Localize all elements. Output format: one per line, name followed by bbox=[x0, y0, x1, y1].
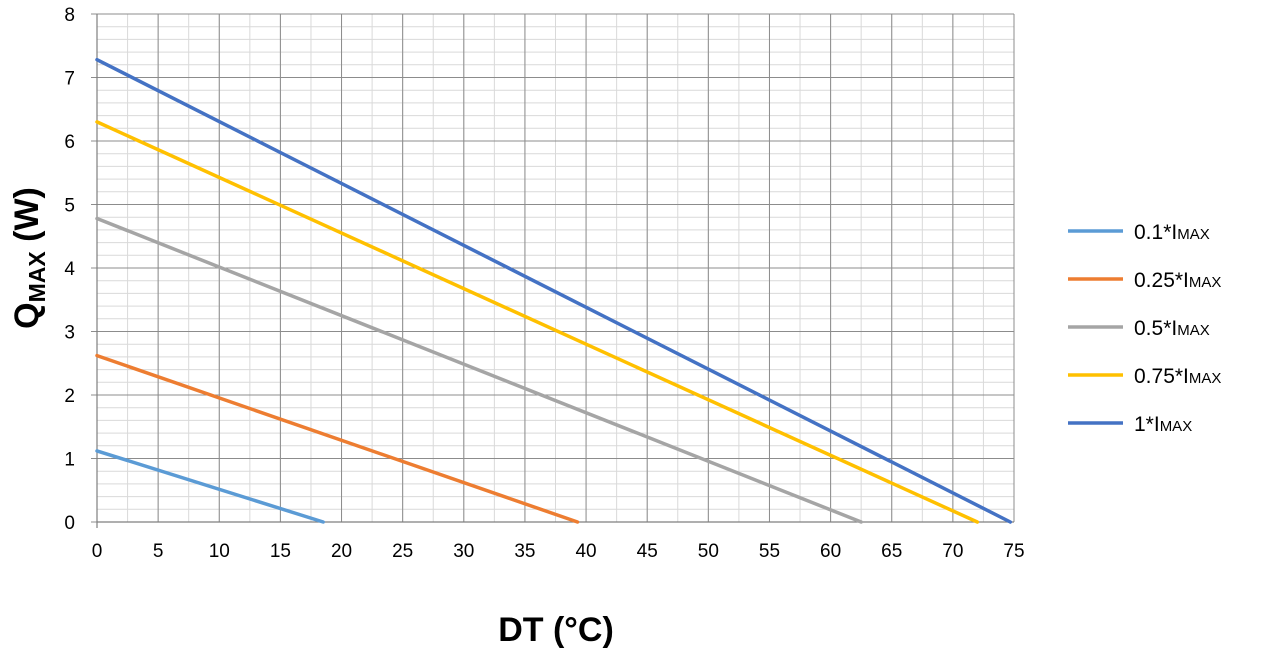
legend-item: 0.25*IMAX bbox=[1068, 269, 1221, 292]
series-line bbox=[95, 353, 580, 524]
legend-item: 1*IMAX bbox=[1068, 413, 1192, 436]
x-tick-label: 15 bbox=[270, 541, 291, 562]
y-axis-title-suffix: (W) bbox=[8, 187, 46, 251]
series-line bbox=[95, 120, 980, 524]
x-tick-label: 75 bbox=[1003, 541, 1024, 562]
y-tick-label: 7 bbox=[64, 69, 75, 90]
x-tick-labels: 0 5 10 15 20 25 30 35 40 45 50 55 60 65 70 75 bbox=[92, 541, 1025, 562]
y-axis-title-main: Q bbox=[8, 302, 46, 328]
x-tick-label: 20 bbox=[331, 541, 352, 562]
legend-label: 0.1*IMAX bbox=[1134, 221, 1210, 244]
x-tick-label: 70 bbox=[942, 541, 963, 562]
legend-item: 0.1*IMAX bbox=[1068, 221, 1210, 244]
y-tick-label: 8 bbox=[64, 5, 75, 26]
x-axis-title: DT (°C) bbox=[498, 611, 614, 649]
x-tick-label: 40 bbox=[575, 541, 596, 562]
x-tick-label: 30 bbox=[453, 541, 474, 562]
y-tick-label: 4 bbox=[64, 259, 75, 280]
y-tick-label: 0 bbox=[64, 513, 75, 534]
x-tick-label: 0 bbox=[92, 541, 103, 562]
legend-item: 0.75*IMAX bbox=[1068, 365, 1221, 388]
y-tick-labels: 0 1 2 3 4 5 6 7 8 bbox=[64, 5, 75, 534]
legend-label: 1*IMAX bbox=[1134, 413, 1192, 436]
x-tick-label: 5 bbox=[153, 541, 164, 562]
x-tick-label: 35 bbox=[514, 541, 535, 562]
y-tick-label: 5 bbox=[64, 196, 75, 217]
x-tick-label: 55 bbox=[759, 541, 780, 562]
y-axis-title: QMAX (W) bbox=[8, 187, 50, 329]
y-tick-label: 6 bbox=[64, 132, 75, 153]
y-tick-label: 2 bbox=[64, 386, 75, 407]
y-tick-label: 1 bbox=[64, 450, 75, 471]
y-tick-label: 3 bbox=[64, 323, 75, 344]
x-tick-label: 65 bbox=[881, 541, 902, 562]
x-tick-label: 25 bbox=[392, 541, 413, 562]
legend-label: 0.25*IMAX bbox=[1134, 269, 1221, 292]
series-lines bbox=[95, 57, 1013, 524]
series-line bbox=[95, 449, 325, 524]
series-line bbox=[95, 57, 1013, 524]
x-tick-label: 50 bbox=[698, 541, 719, 562]
legend-item: 0.5*IMAX bbox=[1068, 317, 1210, 340]
x-tick-label: 60 bbox=[820, 541, 841, 562]
legend-label: 0.5*IMAX bbox=[1134, 317, 1210, 340]
x-tick-label: 45 bbox=[637, 541, 658, 562]
legend-label: 0.75*IMAX bbox=[1134, 365, 1221, 388]
x-tick-label: 10 bbox=[209, 541, 230, 562]
y-axis-title-sub: MAX bbox=[24, 251, 50, 303]
series-line bbox=[95, 216, 863, 524]
legend: 0.1*IMAX 0.25*IMAX 0.5*IMAX 0.75*IMAX 1*IMAX bbox=[1068, 221, 1221, 436]
